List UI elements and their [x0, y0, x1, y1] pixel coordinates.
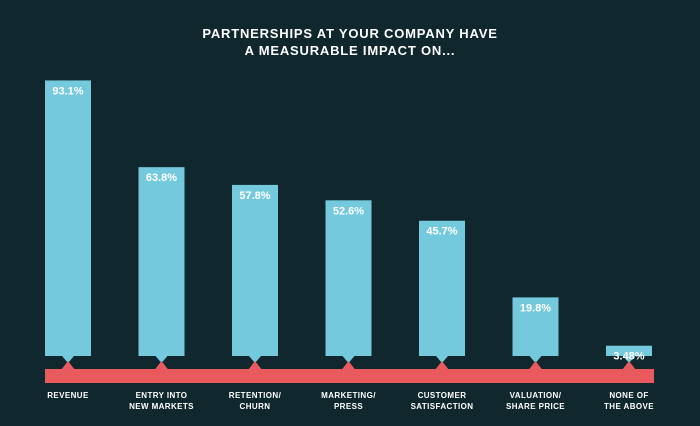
category-label: VALUATION/: [510, 391, 562, 400]
category-label: SHARE PRICE: [506, 402, 565, 411]
bar-pointer: [342, 356, 355, 363]
baseline-marker: [61, 361, 75, 370]
bars-group: 93.1% 63.8% 57.8% 52.6% 45.7% 19.8% 3.48%: [45, 80, 652, 363]
bar: [419, 220, 465, 356]
chart-title-line-2: A MEASURABLE IMPACT ON...: [245, 43, 456, 58]
category-label: THE ABOVE: [604, 402, 654, 411]
category-label: NONE OF: [609, 391, 648, 400]
bar-pointer: [529, 356, 542, 363]
bar-pointer: [62, 356, 74, 363]
category-label: CHURN: [240, 402, 271, 411]
category-label: REVENUE: [47, 391, 89, 400]
value-label: 45.7%: [426, 226, 457, 238]
baseline-marker: [435, 361, 449, 370]
category-label: ENTRY INTO: [136, 391, 188, 400]
baseline-marker: [528, 361, 543, 370]
bar: [512, 297, 559, 356]
value-label: 52.6%: [333, 205, 364, 217]
baseline-marker: [154, 361, 169, 370]
category-label: NEW MARKETS: [129, 402, 194, 411]
bar-pointer: [436, 356, 448, 363]
value-label: 57.8%: [239, 190, 270, 202]
value-label: 3.48%: [613, 351, 644, 363]
bar: [325, 200, 372, 356]
baseline-marker: [622, 361, 636, 370]
category-label: MARKETING/: [321, 391, 376, 400]
baseline-markers: [61, 361, 636, 370]
bar: [45, 80, 91, 356]
chart-title-line-1: PARTNERSHIPS AT YOUR COMPANY HAVE: [202, 26, 497, 41]
bar-pointer: [249, 356, 261, 363]
category-label: SATISFACTION: [411, 402, 474, 411]
category-label: CUSTOMER: [418, 391, 467, 400]
value-label: 63.8%: [146, 172, 177, 184]
baseline-marker: [341, 361, 356, 370]
baseline-band: [45, 369, 654, 383]
bar: [138, 167, 185, 356]
value-label: 93.1%: [52, 85, 83, 97]
value-label: 19.8%: [520, 302, 551, 314]
category-label: RETENTION/: [229, 391, 282, 400]
category-labels: REVENUE ENTRY INTO NEW MARKETS RETENTION/CH…: [47, 391, 654, 411]
category-label: PRESS: [334, 402, 363, 411]
bar-pointer: [623, 356, 635, 363]
bar: [232, 184, 278, 356]
bar: [606, 345, 652, 356]
bar-pointer: [155, 356, 168, 363]
baseline-marker: [248, 361, 262, 370]
